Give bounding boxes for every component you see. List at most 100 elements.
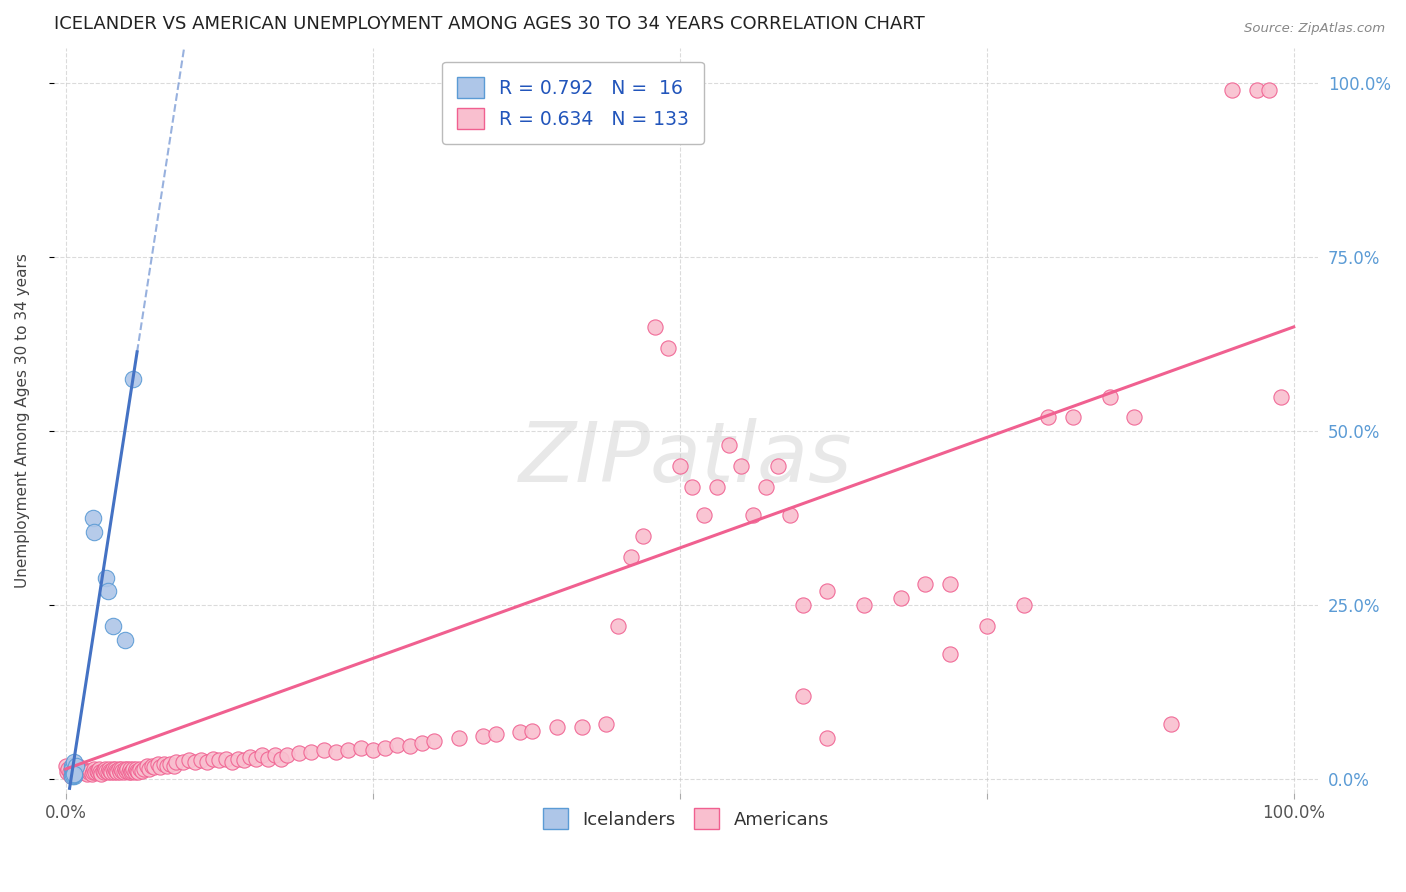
Point (571, 720, 593, 734)
Point (58, 762, 80, 776)
Point (105, 764, 128, 778)
Point (101, 619, 124, 633)
Point (79, 764, 101, 778)
Point (107, 765, 129, 780)
Point (1258, 83, 1281, 97)
Point (69, 765, 91, 780)
Point (631, 529, 654, 543)
Point (221, 755, 243, 769)
Y-axis label: Unemployment Among Ages 30 to 34 years: Unemployment Among Ages 30 to 34 years (15, 253, 30, 589)
Point (325, 745, 347, 759)
Point (67, 765, 90, 780)
Text: ICELANDER VS AMERICAN UNEMPLOYMENT AMONG AGES 30 TO 34 YEARS CORRELATION CHART: ICELANDER VS AMERICAN UNEMPLOYMENT AMONG… (53, 15, 924, 33)
Point (257, 751, 280, 765)
Point (146, 757, 169, 772)
Point (77, 765, 100, 780)
Point (155, 758, 177, 772)
Point (63, 764, 86, 778)
Point (62, 767, 84, 781)
Point (114, 633, 136, 648)
Point (65, 767, 87, 781)
Point (447, 731, 470, 745)
Point (117, 762, 139, 776)
Point (522, 723, 544, 738)
Point (96, 764, 118, 778)
Point (141, 758, 163, 772)
Point (87, 762, 110, 776)
Point (149, 760, 172, 774)
Point (112, 765, 135, 780)
Point (60, 758, 83, 772)
Point (1246, 83, 1268, 97)
Point (121, 764, 143, 778)
Point (509, 725, 531, 739)
Point (131, 764, 153, 778)
Point (93, 765, 115, 780)
Point (108, 765, 131, 780)
Point (117, 765, 139, 780)
Point (103, 765, 125, 780)
Point (97, 765, 120, 780)
Point (89, 765, 111, 780)
Point (58, 765, 80, 780)
Point (312, 743, 335, 757)
Point (681, 480, 703, 494)
Point (82, 511, 104, 525)
Point (62, 765, 84, 780)
Point (214, 751, 236, 765)
Point (232, 753, 254, 767)
Point (815, 584, 838, 599)
Point (693, 508, 716, 522)
Point (118, 762, 141, 776)
Point (387, 738, 409, 752)
Point (128, 762, 150, 776)
Point (195, 755, 218, 769)
Point (125, 762, 148, 776)
Point (288, 746, 311, 760)
Point (122, 372, 145, 386)
Point (100, 765, 122, 780)
Point (73, 764, 96, 778)
Point (134, 762, 156, 776)
Point (67, 758, 90, 772)
Point (1012, 599, 1035, 613)
Point (138, 762, 160, 776)
Point (127, 764, 149, 778)
Point (165, 755, 187, 769)
Point (779, 508, 801, 522)
Point (644, 319, 666, 334)
Point (101, 762, 124, 776)
Text: Source: ZipAtlas.com: Source: ZipAtlas.com (1244, 22, 1385, 36)
Point (1098, 390, 1121, 404)
Point (1220, 83, 1243, 97)
Point (60, 762, 83, 776)
Point (82, 765, 104, 780)
Point (411, 736, 433, 750)
Point (374, 741, 396, 756)
Point (91, 764, 114, 778)
Point (143, 760, 166, 774)
Point (60, 762, 83, 776)
Point (84, 765, 107, 780)
Point (792, 599, 814, 613)
Point (184, 755, 207, 769)
Point (60, 769, 83, 783)
Point (72, 765, 94, 780)
Point (1160, 716, 1182, 731)
Point (270, 751, 292, 765)
Legend: Icelanders, Americans: Icelanders, Americans (536, 801, 837, 837)
Point (122, 762, 145, 776)
Point (135, 758, 157, 772)
Point (472, 729, 495, 743)
Point (717, 438, 740, 452)
Point (706, 480, 728, 494)
Point (94, 762, 117, 776)
Point (75, 765, 97, 780)
Point (159, 757, 181, 772)
Point (124, 765, 146, 780)
Point (63, 755, 86, 769)
Point (153, 757, 176, 772)
Point (65, 758, 87, 772)
Point (62, 765, 84, 780)
Point (77, 764, 100, 778)
